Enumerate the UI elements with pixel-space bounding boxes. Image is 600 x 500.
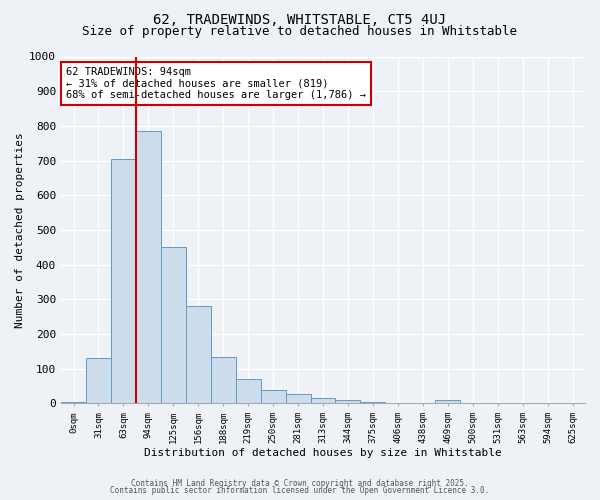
Bar [361,402,385,404]
Bar [186,306,211,404]
Bar [236,379,260,404]
X-axis label: Distribution of detached houses by size in Whitstable: Distribution of detached houses by size … [144,448,502,458]
Y-axis label: Number of detached properties: Number of detached properties [15,132,25,328]
Bar [260,390,286,404]
Bar [211,358,236,404]
Text: 62, TRADEWINDS, WHITSTABLE, CT5 4UJ: 62, TRADEWINDS, WHITSTABLE, CT5 4UJ [154,12,446,26]
Text: Contains public sector information licensed under the Open Government Licence 3.: Contains public sector information licen… [110,486,490,495]
Bar [61,402,86,404]
Bar [311,398,335,404]
Text: Size of property relative to detached houses in Whitstable: Size of property relative to detached ho… [83,25,517,38]
Bar [86,358,111,404]
Bar [161,248,186,404]
Text: Contains HM Land Registry data © Crown copyright and database right 2025.: Contains HM Land Registry data © Crown c… [131,478,469,488]
Bar [286,394,311,404]
Bar [111,159,136,404]
Text: 62 TRADEWINDS: 94sqm
← 31% of detached houses are smaller (819)
68% of semi-deta: 62 TRADEWINDS: 94sqm ← 31% of detached h… [66,67,366,100]
Bar [136,131,161,404]
Bar [385,403,410,404]
Bar [435,400,460,404]
Bar [335,400,361,404]
